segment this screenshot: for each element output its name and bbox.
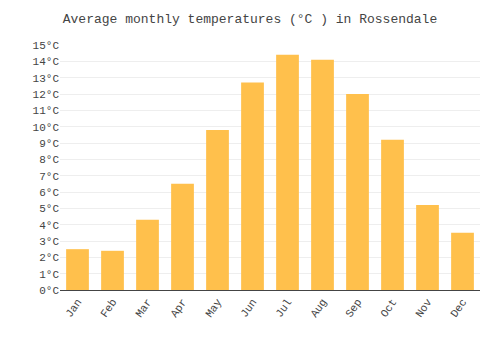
svg-text:Jan: Jan (63, 297, 84, 320)
svg-text:Apr: Apr (168, 297, 189, 320)
svg-text:7°C: 7°C (39, 171, 59, 183)
svg-text:2°C: 2°C (39, 252, 59, 264)
svg-text:9°C: 9°C (39, 138, 59, 150)
svg-text:Aug: Aug (308, 297, 329, 320)
svg-text:Nov: Nov (413, 296, 434, 319)
svg-text:Jul: Jul (273, 297, 294, 320)
svg-text:Dec: Dec (448, 297, 469, 320)
svg-text:12°C: 12°C (33, 89, 60, 101)
svg-text:11°C: 11°C (33, 105, 60, 117)
svg-text:0°C: 0°C (39, 285, 59, 297)
svg-text:Sep: Sep (343, 297, 364, 320)
svg-text:4°C: 4°C (39, 220, 59, 232)
svg-text:10°C: 10°C (33, 122, 60, 134)
svg-text:Average monthly temperatures (: Average monthly temperatures (°C ) in Ro… (63, 12, 437, 27)
svg-text:Mar: Mar (133, 297, 154, 320)
svg-text:May: May (203, 296, 224, 319)
svg-text:14°C: 14°C (33, 56, 60, 68)
svg-text:Feb: Feb (98, 297, 119, 320)
svg-text:Jun: Jun (238, 297, 259, 320)
svg-text:15°C: 15°C (33, 40, 60, 52)
svg-text:13°C: 13°C (33, 73, 60, 85)
svg-text:Oct: Oct (378, 297, 399, 320)
svg-text:5°C: 5°C (39, 203, 59, 215)
svg-text:6°C: 6°C (39, 187, 59, 199)
svg-text:3°C: 3°C (39, 236, 59, 248)
svg-text:1°C: 1°C (39, 269, 59, 281)
svg-text:8°C: 8°C (39, 154, 59, 166)
